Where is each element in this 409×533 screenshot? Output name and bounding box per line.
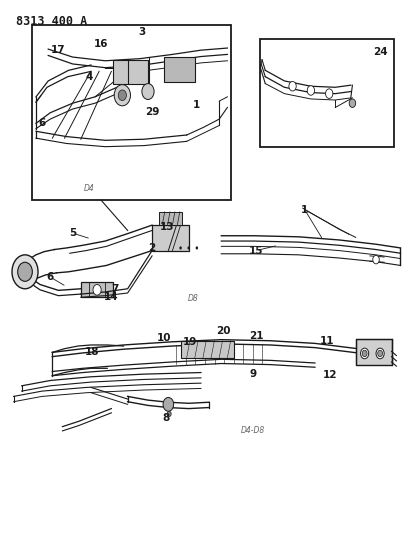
Text: 16: 16 — [94, 39, 108, 49]
Text: 4: 4 — [85, 71, 92, 82]
Circle shape — [361, 350, 366, 357]
Circle shape — [163, 398, 173, 411]
Text: 8: 8 — [162, 413, 169, 423]
Text: D4-D8: D4-D8 — [240, 426, 265, 435]
Circle shape — [167, 411, 171, 417]
Circle shape — [348, 99, 355, 108]
Text: 18: 18 — [84, 348, 99, 358]
Text: 12: 12 — [322, 370, 337, 380]
Text: 7: 7 — [111, 284, 118, 294]
Text: 24: 24 — [372, 47, 387, 56]
Text: 15: 15 — [248, 246, 263, 256]
Circle shape — [18, 262, 32, 281]
Bar — [113, 60, 148, 84]
Text: 29: 29 — [144, 107, 159, 117]
Circle shape — [179, 246, 181, 249]
Bar — [355, 339, 391, 365]
Circle shape — [195, 246, 198, 249]
Bar — [259, 38, 393, 147]
Text: 19: 19 — [182, 337, 196, 347]
Text: 14: 14 — [104, 292, 118, 302]
Circle shape — [114, 85, 130, 106]
Circle shape — [93, 285, 101, 295]
Text: D8: D8 — [188, 294, 198, 303]
Circle shape — [360, 348, 368, 359]
Circle shape — [288, 82, 295, 91]
Text: 11: 11 — [319, 336, 334, 346]
Bar — [159, 212, 181, 225]
Circle shape — [325, 89, 332, 99]
Text: 13: 13 — [160, 222, 174, 232]
Circle shape — [372, 255, 378, 264]
Text: 6: 6 — [38, 118, 46, 128]
Text: 5: 5 — [69, 228, 76, 238]
Circle shape — [12, 255, 38, 289]
Bar — [81, 282, 113, 297]
Circle shape — [306, 86, 314, 95]
Text: D4: D4 — [83, 184, 94, 193]
Circle shape — [142, 84, 154, 100]
Circle shape — [187, 246, 189, 249]
Bar — [32, 25, 231, 200]
Text: 10: 10 — [157, 333, 171, 343]
Text: 20: 20 — [216, 326, 230, 336]
Text: 21: 21 — [248, 332, 263, 342]
Text: 2: 2 — [148, 243, 155, 253]
Circle shape — [377, 350, 382, 357]
Text: 8313 400 A: 8313 400 A — [16, 15, 87, 28]
Bar — [164, 56, 194, 82]
Text: 3: 3 — [138, 27, 145, 37]
Circle shape — [118, 90, 126, 101]
Text: 1: 1 — [192, 100, 199, 110]
Bar — [152, 225, 188, 251]
Text: 6: 6 — [47, 272, 54, 282]
Text: 1: 1 — [300, 205, 308, 215]
Text: 17: 17 — [51, 45, 65, 55]
Bar — [180, 341, 233, 358]
Text: 9: 9 — [249, 369, 256, 378]
Circle shape — [375, 348, 383, 359]
